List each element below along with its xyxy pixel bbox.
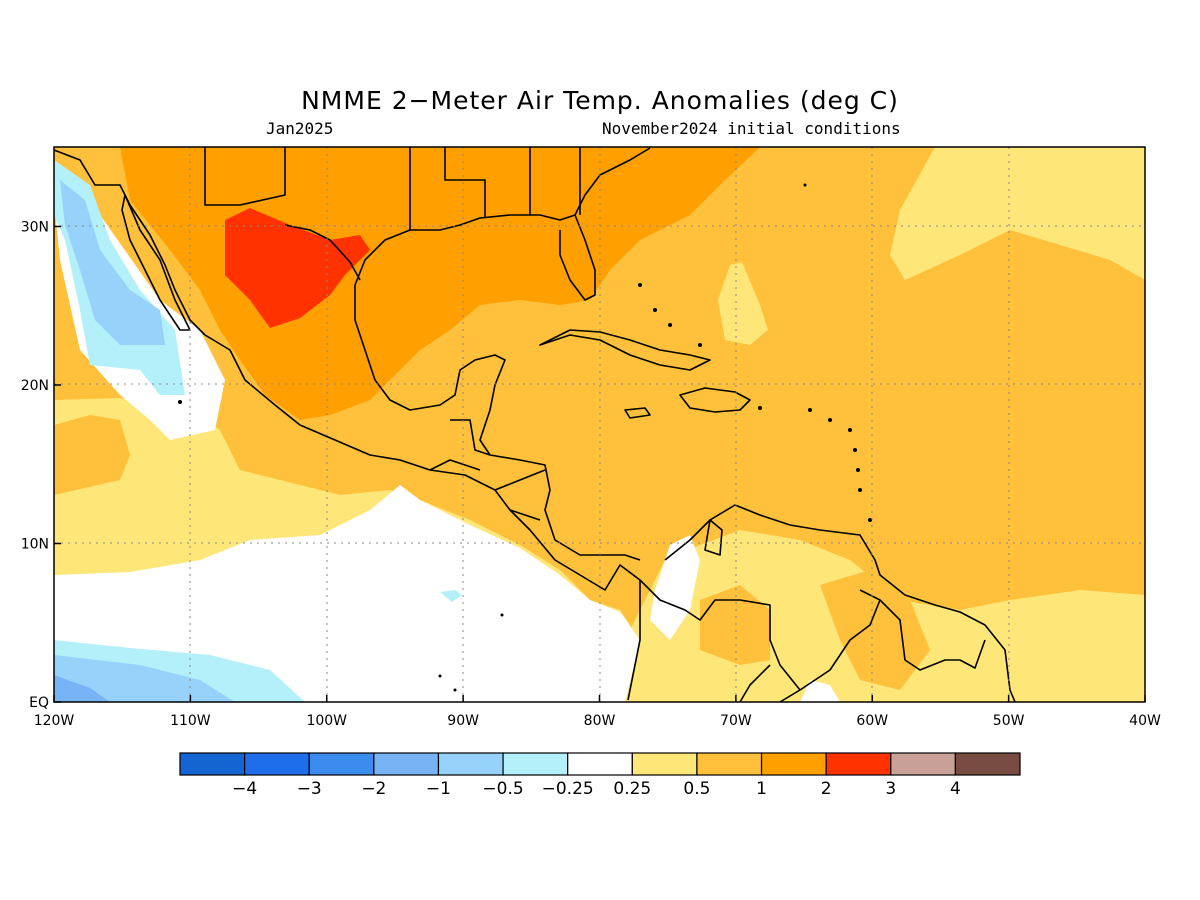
legend-swatch bbox=[244, 752, 310, 776]
legend-label: 0.5 bbox=[683, 779, 710, 799]
anomaly-zone-2-3 bbox=[225, 208, 370, 328]
south-america-borders bbox=[639, 579, 986, 703]
legend-swatch bbox=[890, 752, 956, 776]
anomaly-zone-neutral-colombia bbox=[650, 535, 700, 640]
legend-swatch bbox=[373, 752, 440, 776]
latitude-axis: EQ 10N 20N 30N bbox=[21, 220, 61, 711]
graticule bbox=[54, 147, 1145, 702]
maracaibo bbox=[704, 519, 723, 556]
legend-label: −1 bbox=[426, 779, 451, 799]
legend-swatch bbox=[308, 752, 375, 776]
anomaly-zone-05-venezuela bbox=[700, 585, 770, 665]
legend-swatch bbox=[825, 752, 892, 776]
lat-tick-label: EQ bbox=[29, 695, 49, 711]
pacific-coastline bbox=[53, 149, 641, 701]
south-america-coast bbox=[664, 504, 1016, 703]
legend-label: −0.5 bbox=[482, 779, 523, 799]
jamaica bbox=[624, 407, 651, 419]
legend-label: 0.25 bbox=[613, 779, 651, 799]
lat-tick-label: 20N bbox=[21, 378, 49, 394]
cuba bbox=[539, 329, 711, 371]
anomaly-zone-025-atlantic bbox=[890, 147, 1145, 280]
legend-label: −2 bbox=[361, 779, 386, 799]
map-title: NMME 2−Meter Air Temp. Anomalies (deg C) bbox=[301, 86, 899, 115]
color-legend: −4 −3 −2 −1 −0.5 −0.25 0.25 0.5 1 2 3 4 bbox=[179, 752, 1021, 799]
initial-conditions: November2024 initial conditions bbox=[602, 119, 901, 138]
lon-tick-label: 70W bbox=[720, 713, 752, 729]
legend-label: 3 bbox=[885, 779, 896, 799]
anomaly-zone-05-pacific-west bbox=[54, 415, 130, 495]
lat-tick-label: 30N bbox=[21, 220, 49, 236]
legend-label: 4 bbox=[950, 779, 961, 799]
baja-peninsula bbox=[121, 194, 191, 331]
legend-swatch bbox=[437, 752, 504, 776]
lon-tick-label: 40W bbox=[1129, 713, 1161, 729]
legend-swatch bbox=[567, 752, 633, 776]
anomaly-fill bbox=[54, 147, 1145, 702]
lon-tick-label: 60W bbox=[856, 713, 888, 729]
lon-tick-label: 110W bbox=[170, 713, 211, 729]
coastlines bbox=[53, 147, 1016, 703]
legend-swatch bbox=[696, 752, 763, 776]
legend-label: 2 bbox=[821, 779, 832, 799]
florida bbox=[559, 214, 596, 301]
anomaly-zone-neg05-south bbox=[54, 655, 235, 702]
legend-swatch bbox=[760, 752, 827, 776]
legend-swatch bbox=[631, 752, 698, 776]
us-state-borders bbox=[204, 147, 581, 281]
legend-label: −3 bbox=[297, 779, 322, 799]
legend-swatch bbox=[179, 752, 246, 776]
legend-label: 1 bbox=[756, 779, 767, 799]
longitude-axis: 120W 110W 100W 90W 80W 70W 60W 50W 40W bbox=[34, 695, 1161, 729]
legend-label: −0.25 bbox=[542, 779, 594, 799]
lat-tick-label: 10N bbox=[21, 537, 49, 553]
hispaniola bbox=[679, 387, 751, 413]
legend-label: −4 bbox=[232, 779, 257, 799]
legend-swatch bbox=[502, 752, 569, 776]
caribbean-islands bbox=[178, 183, 872, 692]
anomaly-zone-025-small bbox=[718, 262, 768, 345]
anomaly-zone-05-guyana bbox=[820, 570, 930, 690]
anomaly-zone-neutral-pacific bbox=[54, 485, 640, 702]
lon-tick-label: 50W bbox=[993, 713, 1025, 729]
anomaly-zone-neg05-baja bbox=[60, 180, 165, 345]
anomaly-zone-1-2 bbox=[120, 147, 760, 420]
lon-tick-label: 120W bbox=[34, 713, 75, 729]
lon-tick-label: 80W bbox=[584, 713, 616, 729]
lon-tick-label: 90W bbox=[447, 713, 479, 729]
anomaly-zone-neg025-dot bbox=[440, 590, 462, 602]
lon-tick-label: 100W bbox=[306, 713, 347, 729]
forecast-month: Jan2025 bbox=[266, 119, 334, 138]
anomaly-zone-neg1-south bbox=[54, 675, 110, 702]
anomaly-zone-neutral-small bbox=[800, 680, 840, 702]
central-america-borders bbox=[429, 419, 546, 521]
legend-swatch bbox=[954, 752, 1021, 776]
